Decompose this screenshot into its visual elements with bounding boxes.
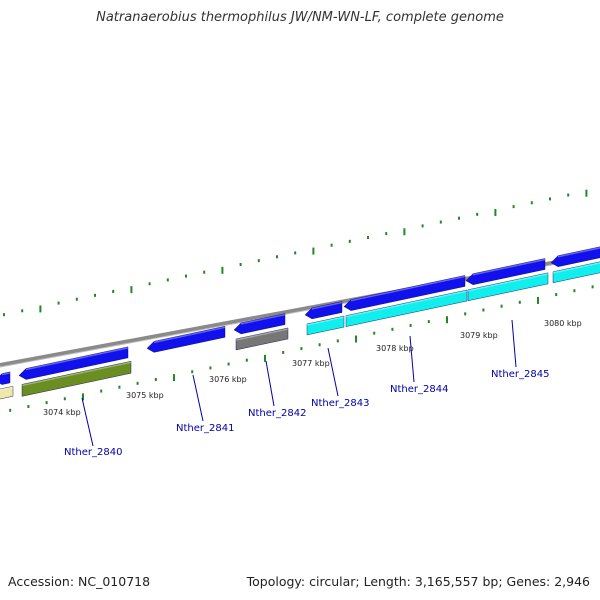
gene-blue-0: [0, 371, 11, 385]
gene-blue-2840: [18, 346, 129, 380]
gene-cyan-3-highlight: [467, 273, 549, 292]
gene-cyan-3: [467, 272, 549, 302]
kbp-label: 3075 kbp: [126, 391, 164, 400]
gene-blue-2841: [146, 326, 226, 353]
kbp-label: 3080 kbp: [544, 319, 582, 328]
genome-summary-text: Topology: circular; Length: 3,165,557 bp…: [246, 574, 590, 589]
gene-cyan-1-highlight: [306, 316, 345, 326]
outer-tick-ring: [3, 189, 588, 317]
gene-label-leader: [265, 360, 275, 407]
gene-label-leader: [327, 347, 339, 397]
gene-blue-2843-highlight: [311, 301, 343, 310]
annotation-labels: 3074 kbp 3075 kbp 3076 kbp 3077 kbp 3078 kbp…: [43, 319, 582, 458]
gene-olive-highlight: [21, 361, 132, 387]
kbp-label: 3074 kbp: [43, 408, 81, 417]
kbp-label: 3077 kbp: [292, 359, 330, 368]
gene-blue-2845-highlight: [472, 258, 546, 276]
map-title: Natranaerobius thermophilus JW/NM-WN-LF,…: [96, 10, 504, 25]
gene-blue-2845: [465, 258, 546, 285]
gene-label-leader: [511, 319, 517, 368]
gene-label-leader: [192, 374, 204, 422]
gene-cyan-2: [345, 289, 468, 327]
gene-gray-highlight: [235, 328, 289, 341]
gene-label: Nther_2841: [176, 423, 234, 434]
gene-features: [0, 246, 600, 400]
gene-label: Nther_2840: [64, 447, 122, 458]
kbp-label: 3079 kbp: [460, 331, 498, 340]
gene-blue-2843: [304, 301, 343, 320]
gene-blue-2840-highlight: [25, 347, 129, 371]
gene-blue-2844-highlight: [350, 275, 466, 302]
gene-olive: [21, 360, 132, 397]
gene-cyan-1: [306, 315, 345, 336]
gene-blue-next: [550, 246, 600, 267]
gene-blue-2842-highlight: [240, 313, 286, 325]
gene-label-leader: [81, 397, 94, 447]
kbp-label: 3078 kbp: [376, 344, 414, 353]
gene-blue-2844: [343, 275, 466, 311]
gene-blue-2842: [233, 313, 286, 335]
gene-label-leader: [409, 335, 415, 383]
accession-text: Accession: NC_010718: [8, 574, 151, 589]
gene-yellow: [0, 385, 14, 400]
gene-cyan-4: [552, 261, 600, 284]
gene-label: Nther_2843: [311, 398, 369, 409]
gene-blue-2841-highlight: [153, 326, 226, 344]
gene-cyan-4-highlight: [552, 262, 600, 274]
gene-gray: [235, 327, 289, 351]
kbp-label: 3076 kbp: [209, 375, 247, 384]
inner-tick-ring: [9, 285, 594, 412]
gene-blue-0-highlight: [1, 372, 11, 376]
gene-label: Nther_2844: [390, 384, 448, 395]
gene-yellow-highlight: [0, 386, 14, 391]
gene-label: Nther_2842: [248, 408, 306, 419]
gene-cyan-2-highlight: [345, 290, 468, 318]
gene-label: Nther_2845: [491, 369, 549, 380]
gene-blue-next-highlight: [557, 247, 600, 258]
